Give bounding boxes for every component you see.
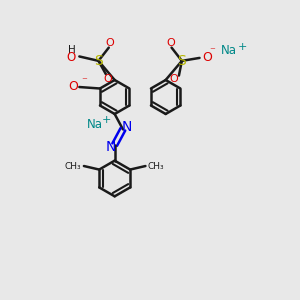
Text: S: S bbox=[178, 54, 186, 68]
Text: ⁻: ⁻ bbox=[82, 77, 88, 87]
Text: Na: Na bbox=[87, 118, 103, 131]
Text: O: O bbox=[169, 74, 178, 84]
Text: H: H bbox=[68, 45, 76, 55]
Text: S: S bbox=[94, 54, 103, 68]
Text: O: O bbox=[103, 74, 112, 84]
Text: O: O bbox=[67, 51, 76, 64]
Text: N: N bbox=[121, 120, 132, 134]
Text: CH₃: CH₃ bbox=[148, 161, 164, 170]
Text: O: O bbox=[167, 38, 175, 48]
Text: ⁻: ⁻ bbox=[209, 46, 215, 56]
Text: CH₃: CH₃ bbox=[65, 161, 82, 170]
Text: N: N bbox=[106, 140, 116, 154]
Text: +: + bbox=[102, 115, 111, 125]
Text: +: + bbox=[238, 42, 247, 52]
Text: O: O bbox=[68, 80, 78, 93]
Text: Na: Na bbox=[221, 44, 237, 57]
Text: O: O bbox=[105, 38, 114, 48]
Text: O: O bbox=[202, 51, 212, 64]
